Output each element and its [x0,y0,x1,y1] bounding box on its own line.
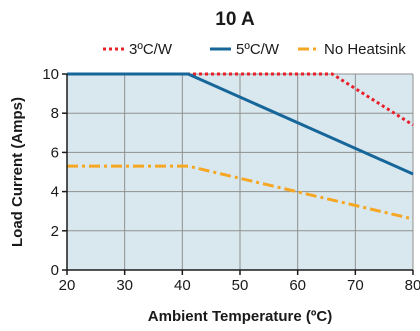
x-tick-label: 20 [59,277,76,294]
y-tick-label: 10 [42,66,59,83]
legend-label-2: 5ºC/W [236,41,280,58]
axes [62,73,414,275]
y-tick-label: 4 [51,184,59,201]
x-tick-label: 80 [405,277,420,294]
series-line-1 [67,72,414,127]
y-tick-label: 2 [51,223,59,240]
legend-label-1: 3ºC/W [129,41,173,58]
y-axis-title: Load Current (Amps) [9,97,26,247]
series-line-2 [67,72,414,176]
x-tick-label: 60 [289,277,306,294]
tick-labels: 20 30 40 50 60 70 80 0 2 4 6 8 10 [42,66,420,294]
y-tick-label: 0 [51,262,59,279]
x-tick-label: 40 [174,277,191,294]
y-tick-label: 6 [51,144,59,161]
chart-title: 10 A [215,9,255,30]
chart-legend: 3ºC/W 5ºC/W No Heatsink [103,41,406,58]
legend-label-3: No Heatsink [324,41,406,58]
x-tick-label: 70 [347,277,364,294]
x-tick-label: 30 [116,277,133,294]
grid-lines [67,73,414,270]
y-tick-label: 8 [51,105,59,122]
x-tick-label: 50 [232,277,249,294]
x-axis-title: Ambient Temperature (ºC) [148,308,332,325]
series-lines [67,72,414,221]
